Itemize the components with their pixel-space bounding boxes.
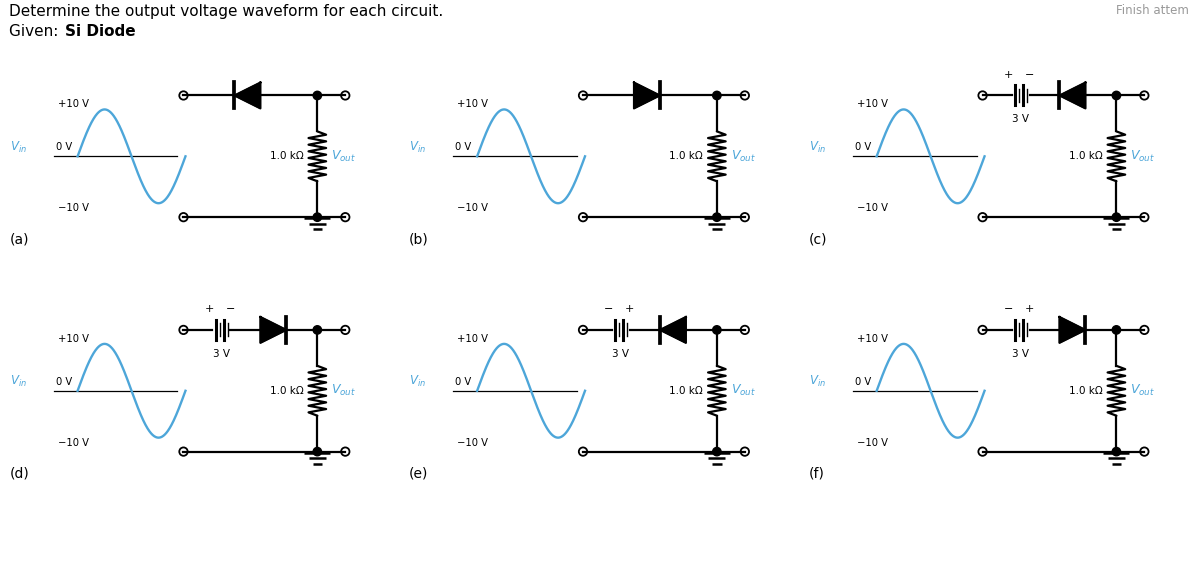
Text: 0 V: 0 V <box>55 142 72 152</box>
Text: 3 V: 3 V <box>612 349 630 359</box>
Circle shape <box>1112 213 1121 221</box>
Text: +: + <box>1025 304 1034 314</box>
Text: −: − <box>226 304 235 314</box>
Text: $V_{out}$: $V_{out}$ <box>731 149 756 164</box>
Circle shape <box>1112 326 1121 334</box>
Circle shape <box>713 326 721 334</box>
Polygon shape <box>1060 82 1086 108</box>
Text: Given:: Given: <box>8 23 62 39</box>
Text: $V_{out}$: $V_{out}$ <box>1130 383 1156 398</box>
Circle shape <box>313 91 322 99</box>
Text: −10 V: −10 V <box>58 438 89 448</box>
Text: −: − <box>605 304 613 314</box>
Text: −10 V: −10 V <box>857 438 888 448</box>
Text: $V_{in}$: $V_{in}$ <box>409 140 426 155</box>
Text: 1.0 kΩ: 1.0 kΩ <box>270 152 304 161</box>
Text: 1.0 kΩ: 1.0 kΩ <box>670 386 703 396</box>
Text: 0 V: 0 V <box>55 377 72 387</box>
Text: 1.0 kΩ: 1.0 kΩ <box>1069 386 1103 396</box>
Text: 1.0 kΩ: 1.0 kΩ <box>670 152 703 161</box>
Text: $V_{in}$: $V_{in}$ <box>809 140 826 155</box>
Polygon shape <box>634 82 660 108</box>
Text: +10 V: +10 V <box>457 99 488 109</box>
Text: (a): (a) <box>10 232 29 246</box>
Text: −: − <box>1025 70 1034 80</box>
Text: 3 V: 3 V <box>212 349 230 359</box>
Text: −10 V: −10 V <box>58 203 89 213</box>
Text: $V_{out}$: $V_{out}$ <box>331 149 356 164</box>
Polygon shape <box>234 82 260 108</box>
Text: +10 V: +10 V <box>857 334 888 344</box>
Polygon shape <box>1060 317 1086 343</box>
Text: $V_{in}$: $V_{in}$ <box>10 374 26 390</box>
Text: 1.0 kΩ: 1.0 kΩ <box>1069 152 1103 161</box>
Text: +10 V: +10 V <box>58 99 89 109</box>
Polygon shape <box>660 317 686 343</box>
Text: Determine the output voltage waveform for each circuit.: Determine the output voltage waveform fo… <box>8 4 443 19</box>
Text: 0 V: 0 V <box>854 377 871 387</box>
Text: +: + <box>205 304 214 314</box>
Text: −: − <box>1004 304 1013 314</box>
Text: (b): (b) <box>409 232 428 246</box>
Text: −10 V: −10 V <box>457 438 488 448</box>
Polygon shape <box>260 317 287 343</box>
Text: +: + <box>1004 70 1013 80</box>
Text: $V_{in}$: $V_{in}$ <box>10 140 26 155</box>
Text: Finish attem: Finish attem <box>1116 4 1189 17</box>
Text: $V_{in}$: $V_{in}$ <box>809 374 826 390</box>
Circle shape <box>713 448 721 456</box>
Text: +10 V: +10 V <box>857 99 888 109</box>
Text: 0 V: 0 V <box>455 142 472 152</box>
Text: Si Diode: Si Diode <box>65 23 136 39</box>
Text: (d): (d) <box>10 467 30 481</box>
Text: (f): (f) <box>809 467 824 481</box>
Text: 3 V: 3 V <box>1012 349 1030 359</box>
Circle shape <box>313 448 322 456</box>
Circle shape <box>713 91 721 99</box>
Text: +10 V: +10 V <box>58 334 89 344</box>
Text: 3 V: 3 V <box>1012 115 1030 125</box>
Text: 0 V: 0 V <box>854 142 871 152</box>
Circle shape <box>313 326 322 334</box>
Text: −10 V: −10 V <box>857 203 888 213</box>
Text: 0 V: 0 V <box>455 377 472 387</box>
Text: (e): (e) <box>409 467 428 481</box>
Circle shape <box>1112 448 1121 456</box>
Text: $V_{out}$: $V_{out}$ <box>1130 149 1156 164</box>
Text: $V_{in}$: $V_{in}$ <box>409 374 426 390</box>
Circle shape <box>1112 91 1121 99</box>
Text: +: + <box>625 304 635 314</box>
Text: +10 V: +10 V <box>457 334 488 344</box>
Text: −10 V: −10 V <box>457 203 488 213</box>
Circle shape <box>313 213 322 221</box>
Text: $V_{out}$: $V_{out}$ <box>731 383 756 398</box>
Text: 1.0 kΩ: 1.0 kΩ <box>270 386 304 396</box>
Text: $V_{out}$: $V_{out}$ <box>331 383 356 398</box>
Circle shape <box>713 213 721 221</box>
Text: (c): (c) <box>809 232 827 246</box>
